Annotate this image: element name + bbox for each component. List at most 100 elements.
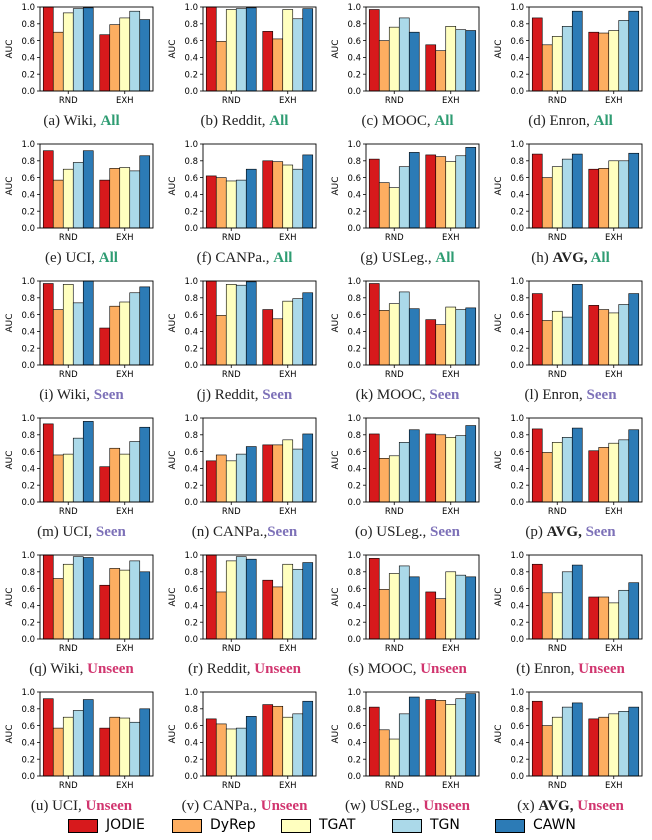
- bar-cawn-exh: [628, 293, 640, 366]
- panel-caption: (w) USLeg., Unseen: [326, 798, 489, 815]
- y-axis-label: AUC: [168, 450, 178, 469]
- bar-jodie-exh: [425, 44, 437, 92]
- legend-swatch: [495, 819, 525, 833]
- caption-letter: (o): [355, 524, 377, 540]
- y-tick-label: 0.6: [21, 311, 35, 321]
- bar-tgn-exh: [455, 309, 467, 366]
- legend-label: JODIE: [106, 817, 145, 833]
- bar-tgn-rnd: [398, 17, 410, 92]
- bar-dyrep-exh: [435, 324, 447, 366]
- caption-subset: Unseen: [87, 661, 134, 677]
- bar-tgat-exh: [608, 160, 620, 229]
- y-tick-label: 1.0: [21, 414, 35, 424]
- bar-tgat-rnd: [551, 716, 563, 777]
- x-tick-label: EXH: [605, 781, 623, 791]
- bar-chart: 0.0 0.2 0.4 0.6 0.8 1.0 AUC RND EXH: [5, 551, 154, 654]
- y-tick-label: 0.0: [510, 635, 524, 645]
- x-tick-label: EXH: [116, 507, 134, 517]
- y-tick-label: 0.0: [184, 361, 198, 371]
- bar-jodie-exh: [262, 444, 274, 503]
- bar-cawn-exh: [302, 8, 314, 92]
- panel-caption: (g) USLeg., All: [326, 250, 489, 267]
- y-axis-label: AUC: [331, 450, 341, 469]
- y-tick-label: 0.2: [510, 755, 524, 765]
- panel-caption: (b) Reddit, All: [163, 113, 326, 130]
- bar-jodie-exh: [588, 450, 600, 503]
- bar-cawn-exh: [302, 433, 314, 503]
- bar-dyrep-exh: [598, 596, 610, 640]
- y-tick-label: 0.0: [21, 87, 35, 97]
- bar-cawn-rnd: [408, 308, 420, 366]
- y-tick-label: 0.6: [21, 448, 35, 458]
- bar-tgat-rnd: [551, 310, 563, 366]
- y-tick-label: 0.8: [510, 568, 524, 578]
- caption-dataset: MOOC,: [376, 387, 430, 403]
- legend: JODIE DyRep TGAT TGN CAWN: [0, 816, 652, 838]
- caption-letter: (e): [45, 250, 66, 266]
- plot-frame: [528, 280, 643, 366]
- y-tick-label: 0.2: [510, 481, 524, 491]
- bar-chart: 0.0 0.2 0.4 0.6 0.8 1.0 AUC RND EXH: [331, 414, 480, 517]
- y-tick-label: 0.0: [510, 772, 524, 782]
- caption-subset: All: [593, 113, 613, 129]
- y-tick-label: 1.0: [184, 551, 198, 561]
- panel-caption: (x) AVG, Unseen: [489, 798, 652, 815]
- y-axis-label: AUC: [5, 39, 15, 58]
- bar-tgat-exh: [445, 306, 457, 366]
- bar-tgn-exh: [129, 170, 141, 229]
- bar-dyrep-rnd: [541, 725, 553, 777]
- plot-frame: [365, 6, 480, 92]
- bar-tgn-exh: [129, 10, 141, 92]
- bar-tgn-exh: [455, 155, 467, 229]
- y-tick-label: 0.6: [21, 585, 35, 595]
- bar-jodie-rnd: [368, 283, 380, 366]
- bar-dyrep-exh: [109, 168, 121, 229]
- bar-chart: 0.0 0.2 0.4 0.6 0.8 1.0 AUC RND EXH: [168, 3, 317, 106]
- legend-label: CAWN: [533, 817, 576, 833]
- bar-jodie-rnd: [42, 554, 54, 640]
- bar-jodie-rnd: [205, 6, 217, 92]
- bar-tgn-exh: [618, 160, 630, 229]
- bar-cawn-rnd: [571, 564, 583, 640]
- chart-panel-x: 0.0 0.2 0.4 0.6 0.8 1.0 AUC RND EXH (x) AVG, Unse…: [489, 685, 652, 822]
- x-tick-label: RND: [222, 507, 241, 517]
- panel-caption: (n) CANPa.,Seen: [163, 524, 326, 541]
- bar-tgn-exh: [455, 574, 467, 640]
- y-tick-label: 0.0: [510, 361, 524, 371]
- bar-tgn-exh: [618, 439, 630, 503]
- bar-tgn-exh: [455, 435, 467, 503]
- x-tick-label: RND: [385, 96, 404, 106]
- bar-jodie-rnd: [531, 428, 543, 503]
- bar-cawn-rnd: [82, 7, 94, 92]
- bar-cawn-exh: [139, 426, 151, 503]
- bar-tgn-exh: [129, 560, 141, 640]
- y-tick-label: 0.4: [184, 191, 198, 201]
- plot-frame: [202, 554, 317, 640]
- panel-caption: (t) Enron, Unseen: [489, 661, 652, 678]
- y-tick-label: 0.0: [510, 498, 524, 508]
- y-tick-label: 0.8: [510, 157, 524, 167]
- bar-tgat-rnd: [62, 563, 74, 640]
- x-tick-label: RND: [222, 644, 241, 654]
- bar-cawn-rnd: [408, 576, 420, 640]
- x-tick-label: RND: [548, 781, 567, 791]
- chart-panel-n: 0.0 0.2 0.4 0.6 0.8 1.0 AUC RND EXH (n) CANPa.,Se…: [163, 411, 326, 548]
- panel-caption: (o) USLeg., Seen: [326, 524, 489, 541]
- plot-frame: [202, 691, 317, 777]
- y-tick-label: 0.8: [347, 568, 361, 578]
- y-tick-label: 0.6: [184, 37, 198, 47]
- y-tick-label: 0.4: [347, 739, 361, 749]
- bar-cawn-rnd: [571, 702, 583, 777]
- bar-cawn-exh: [139, 19, 151, 92]
- y-tick-label: 1.0: [347, 3, 361, 13]
- y-tick-label: 1.0: [184, 688, 198, 698]
- x-tick-label: RND: [222, 370, 241, 380]
- bar-dyrep-exh: [272, 161, 284, 229]
- bar-jodie-rnd: [205, 280, 217, 366]
- panel-caption: (j) Reddit, Seen: [163, 387, 326, 404]
- caption-subset: All: [273, 250, 293, 266]
- y-axis-label: AUC: [168, 724, 178, 743]
- chart-grid: 0.0 0.2 0.4 0.6 0.8 1.0 AUC RND EXH (a) Wiki, All…: [5, 3, 652, 814]
- y-tick-label: 0.6: [21, 174, 35, 184]
- y-tick-label: 1.0: [21, 140, 35, 150]
